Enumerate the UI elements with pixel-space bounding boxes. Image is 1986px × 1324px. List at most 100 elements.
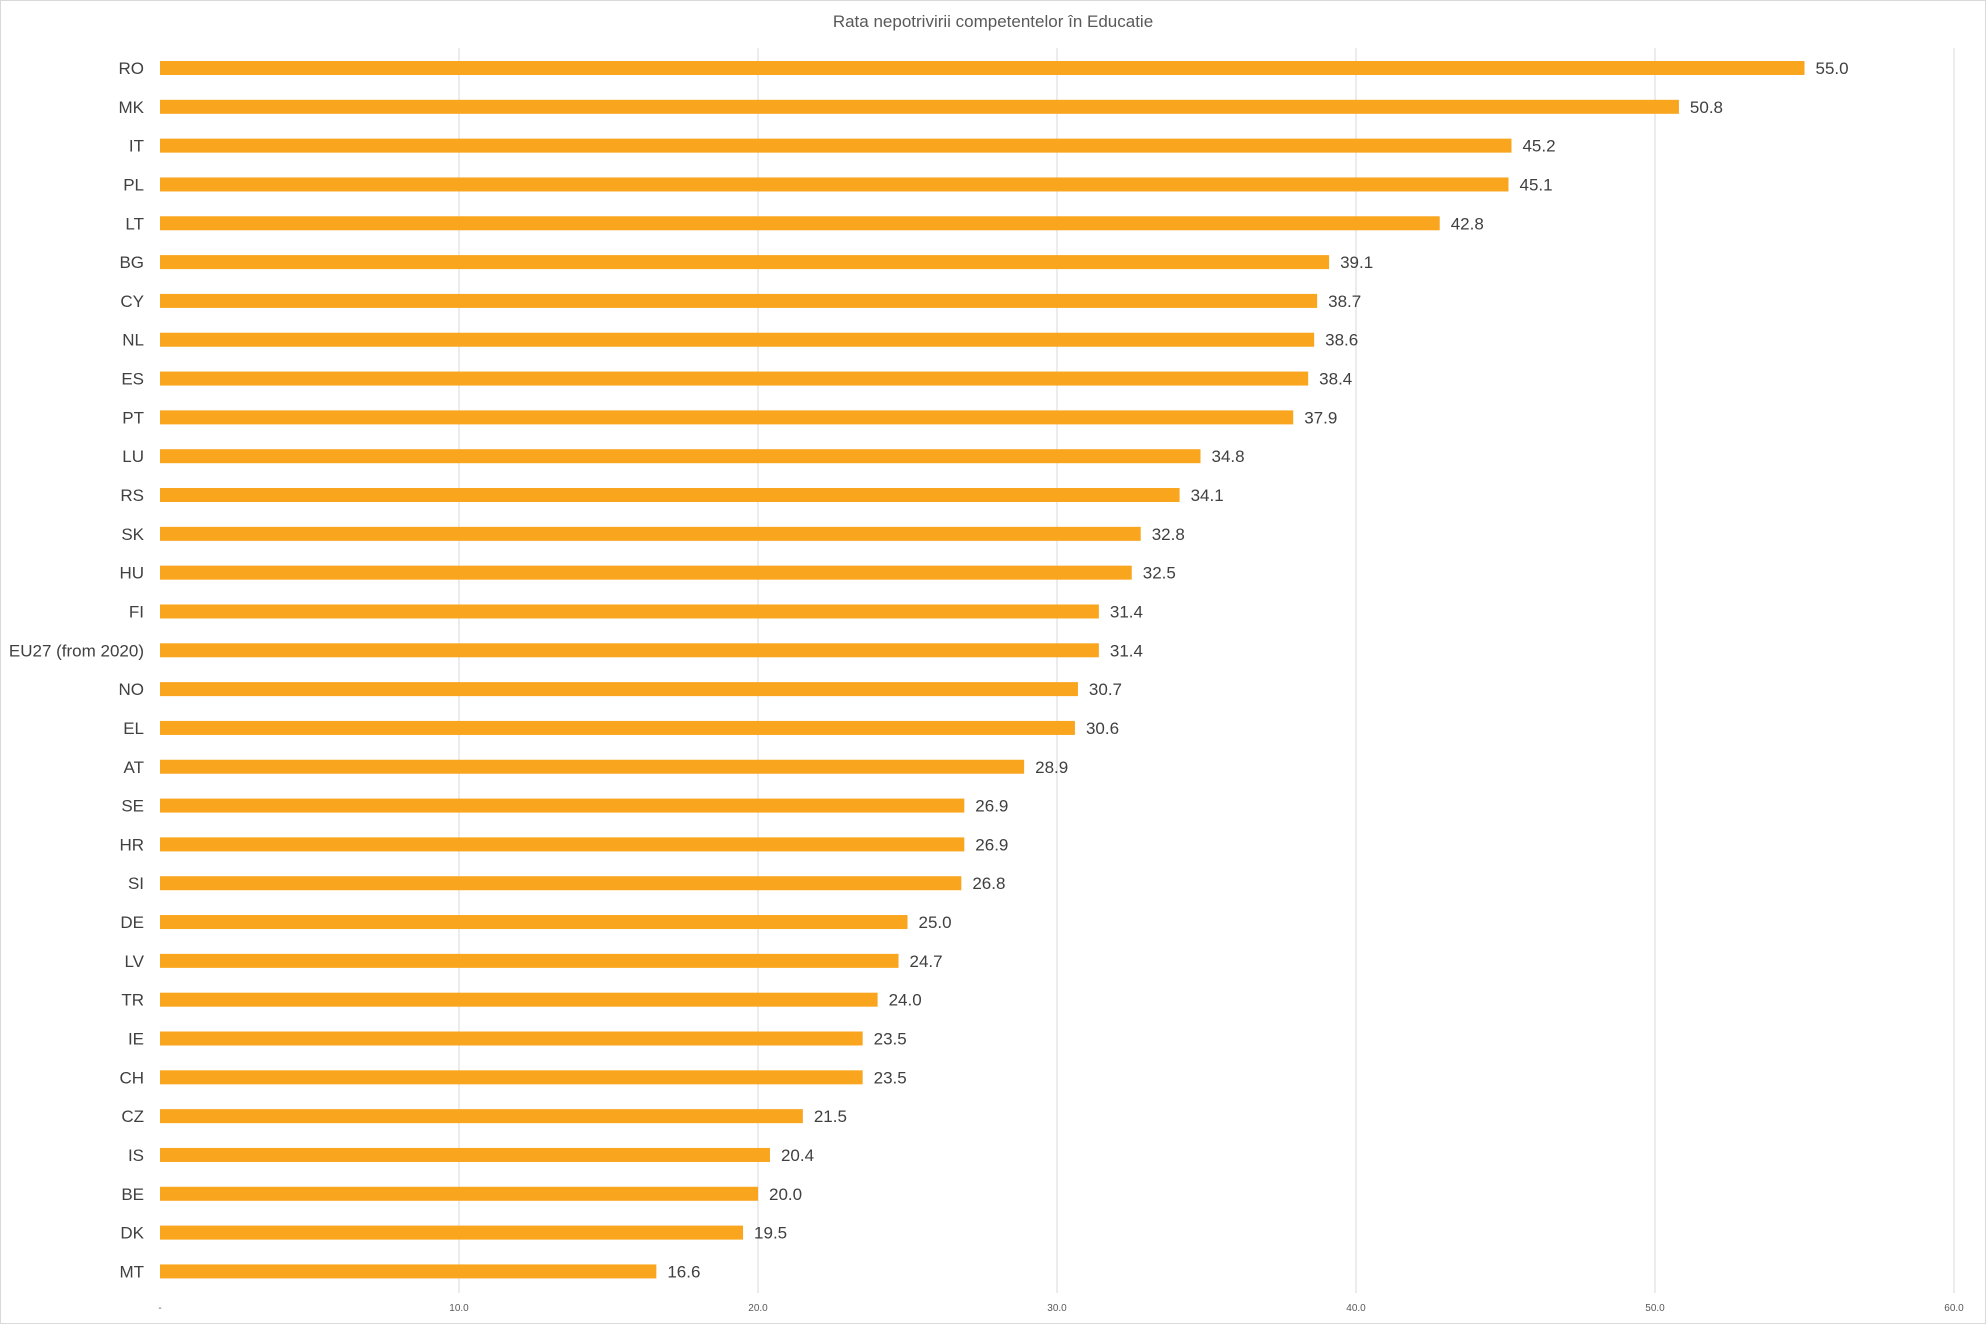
bar	[160, 798, 965, 813]
category-label: ES	[121, 370, 144, 389]
data-label: 26.8	[972, 874, 1005, 893]
category-label: LT	[125, 214, 144, 233]
bar	[160, 1186, 758, 1201]
category-label: EU27 (from 2020)	[9, 641, 144, 660]
category-label: NO	[119, 680, 145, 699]
data-label: 42.8	[1451, 214, 1484, 233]
category-label: HR	[119, 835, 144, 854]
category-label: TR	[121, 991, 144, 1010]
bar	[160, 255, 1330, 270]
x-tick-label: 50.0	[1645, 1303, 1665, 1314]
data-label: 55.0	[1816, 59, 1849, 78]
category-label: BE	[121, 1185, 144, 1204]
category-label: CY	[120, 292, 144, 311]
data-label: 21.5	[814, 1107, 847, 1126]
category-label: IE	[128, 1030, 144, 1049]
bar	[160, 526, 1141, 541]
x-tick-label: 40.0	[1346, 1303, 1366, 1314]
category-label: RO	[119, 59, 145, 78]
category-label: EL	[123, 719, 144, 738]
category-label: CH	[119, 1068, 144, 1087]
category-label: FI	[129, 602, 144, 621]
x-tick-label: 60.0	[1944, 1303, 1964, 1314]
category-label: LV	[124, 952, 144, 971]
data-label: 20.4	[781, 1146, 814, 1165]
category-label: PL	[123, 175, 144, 194]
category-label: CZ	[121, 1107, 144, 1126]
data-label: 38.7	[1328, 292, 1361, 311]
x-axis-ticks: - 10.0 20.0 30.0 40.0 50.0 60.0	[158, 1303, 1964, 1314]
data-label: 34.1	[1191, 486, 1224, 505]
bar	[160, 876, 962, 891]
data-label: 37.9	[1304, 408, 1337, 427]
bar	[160, 138, 1512, 153]
category-label: SK	[121, 525, 144, 544]
chart-title: Rata nepotrivirii competentelor în Educa…	[832, 12, 1154, 31]
data-label: 31.4	[1110, 641, 1143, 660]
data-label: 24.0	[889, 991, 922, 1010]
data-label: 32.5	[1143, 564, 1176, 583]
x-tick-label: -	[158, 1303, 161, 1314]
category-label: DE	[120, 913, 144, 932]
bar	[160, 216, 1440, 231]
bar	[160, 604, 1099, 619]
bar	[160, 371, 1309, 386]
bar	[160, 992, 878, 1007]
category-label: SE	[121, 797, 144, 816]
bar	[160, 488, 1180, 503]
category-label: SI	[128, 874, 144, 893]
bar	[160, 1147, 770, 1162]
data-label: 23.5	[874, 1068, 907, 1087]
value-labels: 55.0 50.8 45.2 45.1 42.8 39.1 38.7 38.6 38.4 37.9…	[667, 59, 1848, 1281]
category-label: HU	[119, 564, 144, 583]
data-label: 24.7	[910, 952, 943, 971]
x-tick-label: 20.0	[748, 1303, 768, 1314]
data-label: 34.8	[1212, 447, 1245, 466]
bar	[160, 449, 1201, 464]
bar	[160, 643, 1099, 658]
data-label: 16.6	[667, 1262, 700, 1281]
bar	[160, 293, 1318, 308]
category-label: NL	[122, 331, 144, 350]
data-label: 26.9	[975, 797, 1008, 816]
data-label: 28.9	[1035, 758, 1068, 777]
category-label: BG	[119, 253, 144, 272]
bar	[160, 332, 1315, 347]
data-label: 30.6	[1086, 719, 1119, 738]
bar	[160, 720, 1075, 735]
bar	[160, 1070, 863, 1085]
gridlines	[458, 48, 1955, 1293]
data-label: 26.9	[975, 835, 1008, 854]
data-label: 30.7	[1089, 680, 1122, 699]
x-tick-label: 30.0	[1047, 1303, 1067, 1314]
data-label: 39.1	[1340, 253, 1373, 272]
data-label: 45.1	[1519, 175, 1552, 194]
bar	[160, 837, 965, 852]
data-label: 23.5	[874, 1030, 907, 1049]
data-label: 25.0	[919, 913, 952, 932]
data-label: 38.6	[1325, 331, 1358, 350]
category-label: MK	[119, 98, 145, 117]
category-label: PT	[122, 408, 144, 427]
bar	[160, 410, 1294, 425]
category-label: DK	[120, 1224, 144, 1243]
data-label: 50.8	[1690, 98, 1723, 117]
category-label: LU	[122, 447, 144, 466]
bar	[160, 953, 899, 968]
data-label: 32.8	[1152, 525, 1185, 544]
bar	[160, 682, 1078, 697]
bar	[160, 1109, 803, 1124]
category-label: IS	[128, 1146, 144, 1165]
data-label: 38.4	[1319, 370, 1352, 389]
data-label: 31.4	[1110, 602, 1143, 621]
bar	[160, 1225, 744, 1240]
category-label: AT	[124, 758, 144, 777]
bar	[160, 1264, 657, 1279]
bar	[160, 915, 908, 930]
data-label: 20.0	[769, 1185, 802, 1204]
bars	[160, 61, 1805, 1279]
category-label: RS	[120, 486, 144, 505]
bar	[160, 99, 1679, 114]
bar	[160, 61, 1805, 75]
